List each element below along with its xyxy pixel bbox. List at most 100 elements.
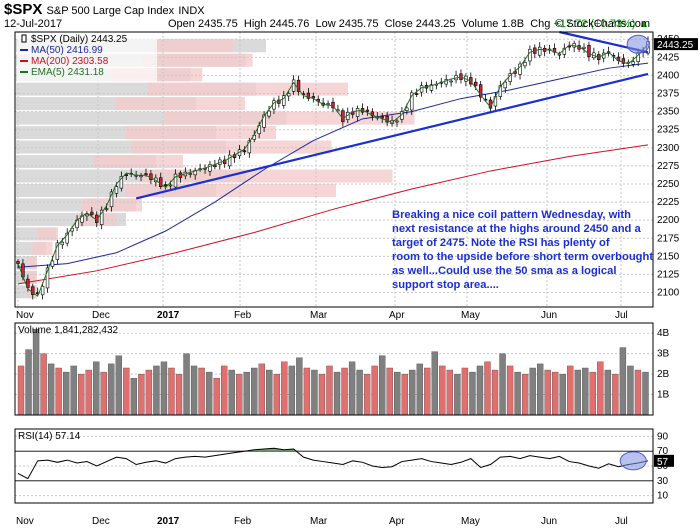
open-label: Open bbox=[168, 18, 195, 30]
volume-bar bbox=[431, 351, 438, 416]
ema5-line bbox=[17, 43, 649, 297]
volume-bar bbox=[424, 367, 431, 416]
candle-body bbox=[139, 175, 143, 178]
volume-panel-frame bbox=[14, 322, 654, 416]
volume-by-price-bar bbox=[32, 241, 53, 255]
volume-bar bbox=[40, 353, 47, 416]
x-tick-label-bottom: Jun bbox=[541, 516, 557, 527]
ohlc-readout: Open 2435.75 High 2445.76 Low 2435.75 Cl… bbox=[168, 18, 649, 30]
volume-by-price-bar bbox=[131, 140, 332, 154]
volume-bar bbox=[145, 369, 153, 416]
legend-label: MA(50) 2416.99 bbox=[31, 45, 103, 56]
volume-bar bbox=[604, 369, 612, 416]
x-tick-label: Feb bbox=[234, 310, 252, 321]
candle-body bbox=[518, 63, 522, 75]
volume-bar bbox=[597, 361, 604, 416]
x-tick-label-bottom: Mar bbox=[310, 516, 328, 527]
annotation-line: room to the upside before short term ove… bbox=[392, 251, 653, 263]
price-panel-frame bbox=[14, 31, 654, 308]
volume-bar bbox=[409, 369, 416, 416]
candle-body bbox=[365, 109, 370, 112]
volume-bar bbox=[582, 367, 589, 416]
volume-bar bbox=[123, 367, 130, 416]
high-label: High bbox=[243, 18, 267, 30]
y-tick-label: 2175 bbox=[657, 233, 680, 244]
high-value: 2445.76 bbox=[269, 18, 310, 30]
volume-bar bbox=[634, 369, 642, 416]
volume-bar bbox=[439, 365, 446, 416]
candle-body bbox=[429, 84, 434, 91]
x-tick-label: 2017 bbox=[157, 310, 180, 321]
candle-body bbox=[114, 186, 119, 194]
volume-bar bbox=[198, 367, 205, 416]
candle-body bbox=[60, 241, 64, 246]
volume-bar bbox=[514, 371, 521, 416]
ma50-line bbox=[17, 62, 649, 268]
rsi-overbought-fill bbox=[239, 448, 299, 452]
candle-body bbox=[631, 61, 635, 65]
legend-label: EMA(5) 2431.18 bbox=[31, 67, 104, 78]
volume-by-price-bar bbox=[153, 39, 234, 53]
candle-body bbox=[557, 53, 562, 56]
annotation-line: Breaking a nice coil pattern Wednesday, … bbox=[392, 209, 631, 221]
volume-bar bbox=[416, 363, 423, 416]
y-tick-label: 2275 bbox=[657, 161, 680, 172]
ma200-line bbox=[17, 144, 649, 285]
volume-bar bbox=[552, 371, 559, 416]
candle-body bbox=[85, 213, 89, 217]
volume-bar bbox=[536, 363, 544, 416]
volume-bar bbox=[296, 357, 303, 416]
x-tick-label: Mar bbox=[310, 310, 328, 321]
volume-bar bbox=[348, 361, 356, 416]
volume-legend: Volume 1,841,282,432 bbox=[18, 325, 119, 336]
legend-label: $SPX (Daily) 2443.25 bbox=[31, 34, 128, 45]
volume-bar bbox=[115, 355, 122, 416]
candle-body bbox=[306, 92, 311, 99]
exchange: INDX bbox=[178, 5, 205, 17]
rsi-tick-label: 10 bbox=[657, 491, 669, 502]
rsi-legend: RSI(14) 57.14 bbox=[18, 431, 81, 442]
volume-bar bbox=[62, 371, 70, 416]
volume-tick-label: 3B bbox=[657, 349, 670, 360]
candle-body bbox=[173, 173, 178, 188]
chart-date: 12-Jul-2017 bbox=[4, 18, 63, 30]
candle-body bbox=[90, 211, 94, 215]
candle-body bbox=[621, 58, 626, 64]
volume-by-price-bar bbox=[115, 97, 245, 111]
close-label: Close bbox=[384, 18, 413, 30]
candle-body bbox=[31, 286, 35, 295]
candle-body bbox=[208, 164, 212, 172]
volume-bar bbox=[273, 373, 280, 416]
candle-body bbox=[385, 115, 389, 123]
volume-bar bbox=[160, 361, 168, 416]
rsi-tick-label: 30 bbox=[657, 476, 669, 487]
candle-body bbox=[119, 176, 124, 189]
rsi-line bbox=[17, 447, 649, 480]
candle-body bbox=[50, 260, 55, 267]
volume-bar bbox=[311, 369, 318, 416]
volume-by-price-bar bbox=[27, 256, 37, 270]
close-value: 2443.25 bbox=[415, 18, 456, 30]
x-tick-label: May bbox=[461, 310, 480, 321]
candle-body bbox=[528, 49, 532, 62]
candle-body bbox=[287, 93, 291, 97]
volume-bar bbox=[70, 365, 77, 416]
candle-body bbox=[55, 242, 60, 260]
volume-bar bbox=[17, 365, 25, 416]
y-tick-label: 2300 bbox=[657, 143, 680, 154]
candle-body bbox=[414, 93, 419, 95]
brand-watermark: © StockCharts.com bbox=[555, 18, 650, 30]
volume-bar bbox=[521, 373, 529, 416]
volume-bar bbox=[589, 371, 596, 416]
y-tick-label: 2225 bbox=[657, 197, 680, 208]
candle-body bbox=[262, 114, 266, 128]
candle-body bbox=[331, 101, 335, 109]
volume-bar bbox=[619, 347, 627, 416]
candle-body bbox=[449, 80, 453, 83]
candle-body bbox=[474, 81, 478, 86]
candle-body bbox=[582, 46, 586, 49]
rsi-tick-label: 90 bbox=[657, 431, 669, 442]
volume-bar bbox=[243, 371, 250, 416]
candle-body bbox=[109, 191, 114, 208]
rsi-highlight bbox=[619, 451, 647, 471]
